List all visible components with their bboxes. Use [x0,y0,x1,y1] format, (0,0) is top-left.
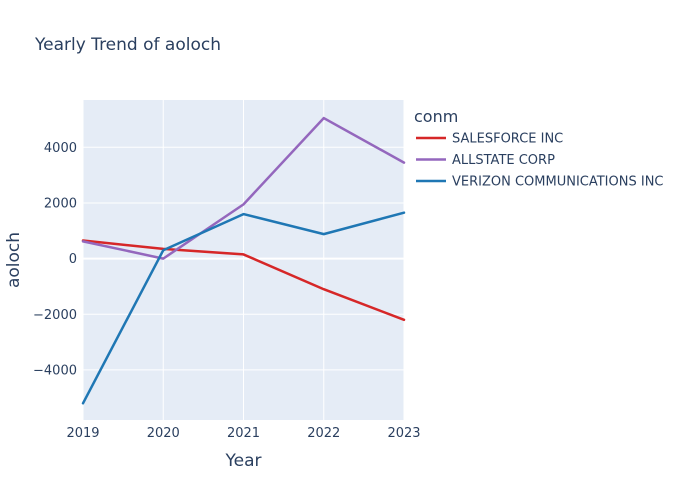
y-axis-title: aoloch [4,232,24,288]
y-tick-label: 4000 [44,141,77,156]
x-axis-title: Year [225,451,262,471]
y-tick-labels: 4000 2000 0 −2000 −4000 [33,141,77,379]
x-tick-label: 2022 [307,426,340,441]
y-tick-label: −2000 [33,308,77,323]
series-line-allstate-corp [81,116,406,260]
x-tick-label: 2021 [227,426,260,441]
x-tick-label: 2023 [387,426,420,441]
series-line-salesforce-inc [81,239,406,322]
y-grid [83,146,404,371]
chart-title: Yearly Trend of aoloch [34,35,221,55]
series-line-verizon-communications-inc [81,211,406,405]
series-lines [81,116,406,405]
y-tick-label: 2000 [44,196,77,211]
x-tick-labels: 2019 2020 2021 2022 2023 [66,426,420,441]
legend-entry: ALLSTATE CORP [452,153,555,168]
x-tick-label: 2020 [147,426,180,441]
legend-entry: VERIZON COMMUNICATIONS INC [452,175,664,190]
y-tick-label: −4000 [33,363,77,378]
y-tick-label: 0 [69,252,77,267]
legend-title: conm [414,107,458,126]
x-tick-label: 2019 [66,426,99,441]
legend-entry: SALESFORCE INC [452,132,563,147]
x-grid [82,100,405,420]
legend: conm SALESFORCE INC ALLSTATE CORP VERIZON … [414,107,664,190]
